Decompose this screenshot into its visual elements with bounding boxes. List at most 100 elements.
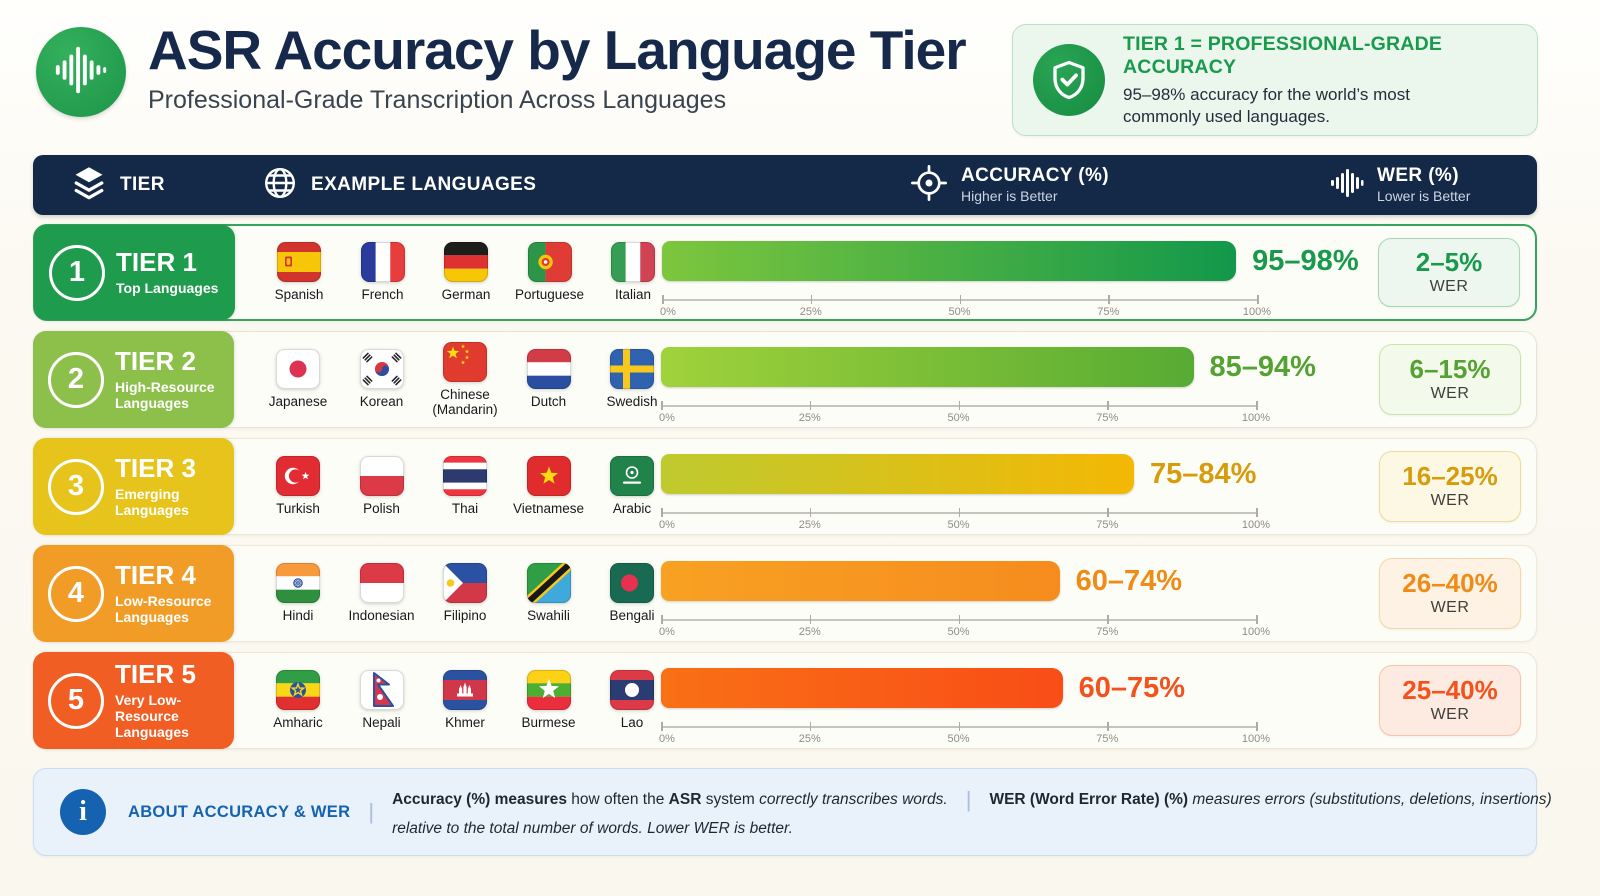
- axis-tick: [661, 615, 663, 624]
- language-item: Italian: [593, 242, 673, 302]
- language-item: Japanese: [258, 349, 338, 409]
- column-tier: TIER: [71, 155, 165, 215]
- accuracy-range-label: 60–75%: [1078, 671, 1186, 704]
- axis-tick-label: 25%: [798, 519, 821, 531]
- language-flags: Amharic Nepali Khmer Burmese Lao: [246, 653, 684, 748]
- accuracy-def-bold: Accuracy (%) measures: [392, 790, 567, 808]
- language-item: Nepali: [342, 670, 422, 730]
- language-label: Amharic: [273, 715, 323, 731]
- accuracy-range-label: 95–98%: [1252, 244, 1359, 277]
- tier-name: TIER 1: [116, 247, 197, 278]
- language-flags: Turkish Polish Thai Vietnamese Arabic: [246, 439, 684, 534]
- france-flag-icon: [360, 242, 405, 283]
- sweden-flag-icon: [610, 349, 654, 390]
- axis-tick-label: 75%: [1096, 626, 1119, 638]
- language-item: Lao: [592, 670, 672, 730]
- language-item: French: [343, 242, 423, 302]
- language-label: Korean: [359, 394, 404, 410]
- accuracy-range-label: 60–74%: [1075, 564, 1183, 597]
- accuracy-axis: 0% 25% 50% 75% 100%: [659, 722, 1270, 745]
- accuracy-axis: 0% 25% 50% 75% 100%: [659, 508, 1270, 531]
- ethiopia-flag-icon: [276, 670, 320, 711]
- wer-chip: 16–25% WER: [1379, 451, 1521, 522]
- language-item: Chinese (Mandarin): [425, 341, 505, 417]
- language-label: Filipino: [443, 608, 487, 624]
- axis-tick: [1256, 722, 1258, 731]
- accuracy-def-mid2: system: [701, 790, 760, 808]
- axis-tick: [661, 508, 663, 517]
- wer-value: 26–40%: [1402, 568, 1498, 599]
- column-accuracy-label: ACCURACY (%): [961, 164, 1110, 186]
- bangladesh-flag-icon: [610, 563, 654, 604]
- axis-tick-label: 100%: [1241, 412, 1271, 424]
- axis-tick-label: 50%: [947, 733, 970, 745]
- tier-label-block: 5 TIER 5 Very Low-Resource Languages: [33, 652, 234, 749]
- axis-tick: [958, 508, 960, 517]
- tier-subtitle: Emerging Languages: [115, 485, 189, 518]
- thailand-flag-icon: [443, 456, 487, 497]
- language-label: Chinese (Mandarin): [432, 386, 498, 417]
- axis-tick-label: 75%: [1096, 412, 1119, 424]
- accuracy-axis: 0% 25% 50% 75% 100%: [659, 401, 1270, 424]
- axis-tick-label: 0%: [659, 626, 675, 638]
- axis-tick-label: 100%: [1241, 733, 1271, 745]
- language-label: Swedish: [606, 394, 658, 410]
- accuracy-bar-zone: 75–84% 0% 25% 50% 75% 100%: [659, 439, 1270, 534]
- info-icon: i: [60, 789, 106, 835]
- axis-tick-label: 25%: [798, 412, 821, 424]
- language-label: Polish: [363, 501, 400, 517]
- target-icon: [910, 164, 948, 207]
- axis-tick-label: 25%: [798, 626, 821, 638]
- accuracy-axis: 0% 25% 50% 75% 100%: [660, 295, 1271, 318]
- axis-tick: [810, 295, 813, 304]
- accuracy-bar-zone: 85–94% 0% 25% 50% 75% 100%: [659, 332, 1316, 427]
- column-wer: WER (%) Lower is Better: [1330, 155, 1470, 215]
- axis-tick: [809, 615, 812, 624]
- language-item: Filipino: [425, 563, 505, 623]
- tier-subtitle: Very Low-Resource Languages: [115, 691, 189, 740]
- axis-tick: [662, 295, 664, 304]
- language-item: Portuguese: [510, 242, 590, 302]
- accuracy-range-label: 75–84%: [1150, 457, 1257, 490]
- language-item: Thai: [425, 456, 505, 516]
- wer-def-italic: (substitutions, deletions, insertions): [1309, 790, 1552, 808]
- tier-name: TIER 2: [115, 346, 196, 377]
- waveform-icon: [52, 41, 110, 104]
- wer-value: 25–40%: [1402, 675, 1498, 706]
- callout-title: TIER 1 = PROFESSIONAL-GRADE ACCURACY: [1123, 32, 1443, 78]
- language-flags: Japanese Korean Chinese (Mandarin) Dutch Swe…: [246, 332, 684, 427]
- accuracy-range-label: 85–94%: [1209, 350, 1316, 383]
- tanzania-flag-icon: [526, 563, 571, 604]
- philippines-flag-icon: [443, 563, 487, 604]
- tier1-callout-text: TIER 1 = PROFESSIONAL-GRADE ACCURACY 95–…: [1123, 33, 1537, 128]
- language-item: Swahili: [509, 563, 589, 623]
- accuracy-bar-zone: 95–98% 0% 25% 50% 75% 100%: [660, 226, 1359, 319]
- language-label: Burmese: [521, 715, 576, 731]
- axis-tick-label: 75%: [1096, 733, 1119, 745]
- tier-row: 1 TIER 1 Top Languages Spanish French German P…: [33, 224, 1537, 321]
- language-item: Amharic: [258, 670, 338, 730]
- axis-tick: [958, 615, 960, 624]
- language-item: Indonesian: [342, 563, 422, 623]
- language-item: Dutch: [509, 349, 589, 409]
- axis-tick-label: 50%: [947, 626, 970, 638]
- wer-value: 6–15%: [1409, 354, 1491, 385]
- language-label: Bengali: [609, 608, 655, 624]
- language-flags: Spanish French German Portuguese Italian: [247, 226, 685, 319]
- wer-unit: WER: [1430, 598, 1470, 616]
- language-label: Khmer: [445, 715, 485, 731]
- language-item: Burmese: [509, 670, 589, 730]
- accuracy-def-italic: correctly transcribes words.: [759, 790, 948, 808]
- tier1-callout-card: TIER 1 = PROFESSIONAL-GRADE ACCURACY 95–…: [1012, 24, 1538, 136]
- language-item: Hindi: [258, 563, 338, 623]
- saudi-flag-icon: [610, 456, 654, 497]
- turkey-flag-icon: [276, 456, 320, 497]
- korea-flag-icon: [359, 349, 404, 390]
- page-title: ASR Accuracy by Language Tier: [148, 19, 967, 81]
- axis-tick: [1256, 508, 1258, 517]
- column-languages: EXAMPLE LANGUAGES: [262, 155, 536, 215]
- column-wer-sub: Lower is Better: [1377, 188, 1471, 205]
- india-flag-icon: [276, 563, 320, 604]
- axis-tick-label: 100%: [1241, 519, 1271, 531]
